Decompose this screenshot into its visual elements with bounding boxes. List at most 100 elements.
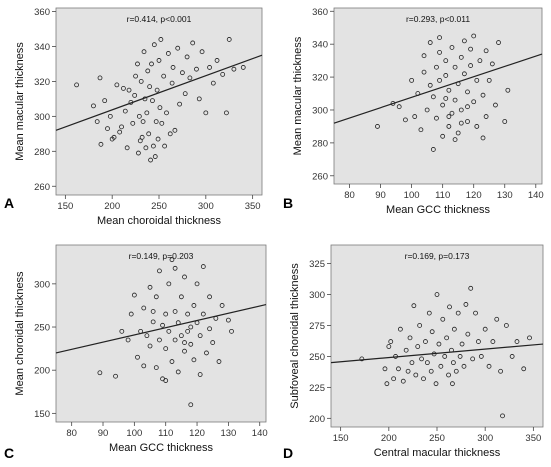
x-tick-label-a: 300 — [198, 201, 214, 212]
data-point-d — [521, 366, 527, 372]
panel-letter-a: A — [4, 195, 14, 211]
y-tick-label-a: 260 — [34, 182, 50, 193]
data-point-d — [405, 368, 411, 374]
x-tick-label-c: 80 — [66, 428, 77, 439]
data-point-a — [214, 58, 220, 63]
data-point-a — [199, 49, 205, 55]
data-point-b — [437, 77, 442, 83]
panel-letter-b: B — [283, 195, 293, 211]
data-point-d — [450, 360, 456, 366]
data-point-b — [430, 94, 436, 100]
data-point-a — [141, 49, 147, 55]
data-point-c — [147, 284, 153, 290]
data-point-d — [388, 339, 394, 344]
y-tick-label-b: 260 — [312, 171, 328, 182]
x-tick-label-d: 300 — [477, 433, 493, 444]
data-point-b — [461, 71, 467, 77]
data-point-d — [457, 354, 463, 359]
data-point-c — [163, 346, 169, 352]
data-point-b — [502, 119, 508, 124]
data-point-a — [210, 80, 216, 86]
data-point-b — [455, 81, 461, 87]
data-point-c — [191, 357, 197, 363]
data-point-d — [446, 372, 451, 378]
data-point-c — [175, 320, 181, 326]
data-point-a — [180, 70, 185, 76]
x-tick-label-d: 150 — [333, 433, 349, 444]
data-point-c — [191, 303, 197, 308]
plot-area-a — [55, 7, 263, 196]
data-point-d — [486, 363, 492, 369]
plot-area-d — [330, 244, 544, 428]
data-point-d — [431, 351, 437, 357]
data-point-d — [426, 310, 432, 316]
data-point-c — [200, 311, 206, 317]
data-point-b — [421, 69, 427, 75]
data-point-d — [476, 339, 481, 344]
data-point-d — [436, 341, 442, 347]
y-tick-label-b: 280 — [312, 138, 328, 149]
y-tick-label-a: 340 — [34, 42, 50, 53]
x-tick-label-d: 250 — [429, 433, 445, 444]
data-point-c — [197, 333, 203, 339]
x-tick-label-c: 110 — [158, 428, 173, 439]
x-axis-label-a: Mean choroidal thickness — [97, 215, 222, 227]
data-point-a — [157, 105, 163, 111]
data-point-a — [158, 37, 164, 42]
data-point-a — [130, 120, 136, 126]
y-tick-label-b: 360 — [312, 7, 328, 18]
data-point-a — [169, 80, 175, 86]
data-point-a — [136, 113, 142, 119]
correlation-annotation-c: r=0.149, p=0.203 — [129, 251, 194, 261]
data-point-c — [188, 341, 194, 347]
data-point-d — [447, 304, 452, 310]
data-point-c — [182, 274, 187, 280]
data-point-b — [424, 107, 430, 113]
x-tick-label-a: 200 — [104, 201, 120, 212]
data-point-b — [421, 53, 427, 59]
data-point-b — [471, 99, 477, 105]
data-point-d — [461, 363, 467, 369]
data-point-d — [397, 326, 403, 332]
data-point-d — [417, 323, 423, 328]
data-point-c — [210, 340, 216, 345]
fit-line-a — [55, 54, 263, 131]
data-point-c — [119, 328, 125, 334]
data-point-a — [148, 157, 153, 163]
data-point-d — [415, 344, 421, 349]
data-point-a — [102, 98, 108, 104]
data-point-b — [452, 137, 458, 142]
y-tick-label-d: 250 — [309, 352, 325, 363]
data-point-a — [132, 92, 138, 98]
y-tick-label-c: 300 — [34, 279, 50, 290]
data-point-b — [437, 50, 442, 55]
x-tick-label-c: 130 — [220, 428, 236, 439]
data-point-a — [126, 87, 132, 93]
x-tick-label-d: 350 — [525, 433, 541, 444]
data-point-a — [164, 110, 169, 116]
data-point-d — [421, 376, 426, 382]
y-tick-label-b: 300 — [312, 105, 328, 116]
data-point-a — [143, 145, 149, 151]
data-point-d — [509, 354, 515, 359]
data-point-b — [412, 114, 418, 119]
y-tick-label-d: 325 — [309, 259, 325, 270]
data-point-c — [125, 337, 131, 343]
data-point-c — [160, 322, 165, 328]
data-point-c — [166, 328, 172, 334]
data-point-d — [434, 292, 440, 297]
y-axis-label-d: Subfoveal choroidal thickness — [289, 263, 301, 409]
data-point-c — [163, 311, 169, 317]
data-point-a — [139, 134, 145, 140]
data-point-c — [216, 359, 222, 364]
data-point-b — [465, 104, 470, 110]
data-point-c — [204, 350, 209, 356]
x-tick-label-a: 350 — [245, 201, 261, 212]
y-tick-label-a: 320 — [34, 77, 50, 88]
data-point-d — [400, 378, 406, 384]
data-point-a — [94, 119, 100, 124]
data-point-b — [443, 58, 449, 64]
data-point-c — [178, 294, 184, 300]
y-tick-label-c: 250 — [34, 323, 50, 334]
data-point-a — [207, 65, 212, 70]
